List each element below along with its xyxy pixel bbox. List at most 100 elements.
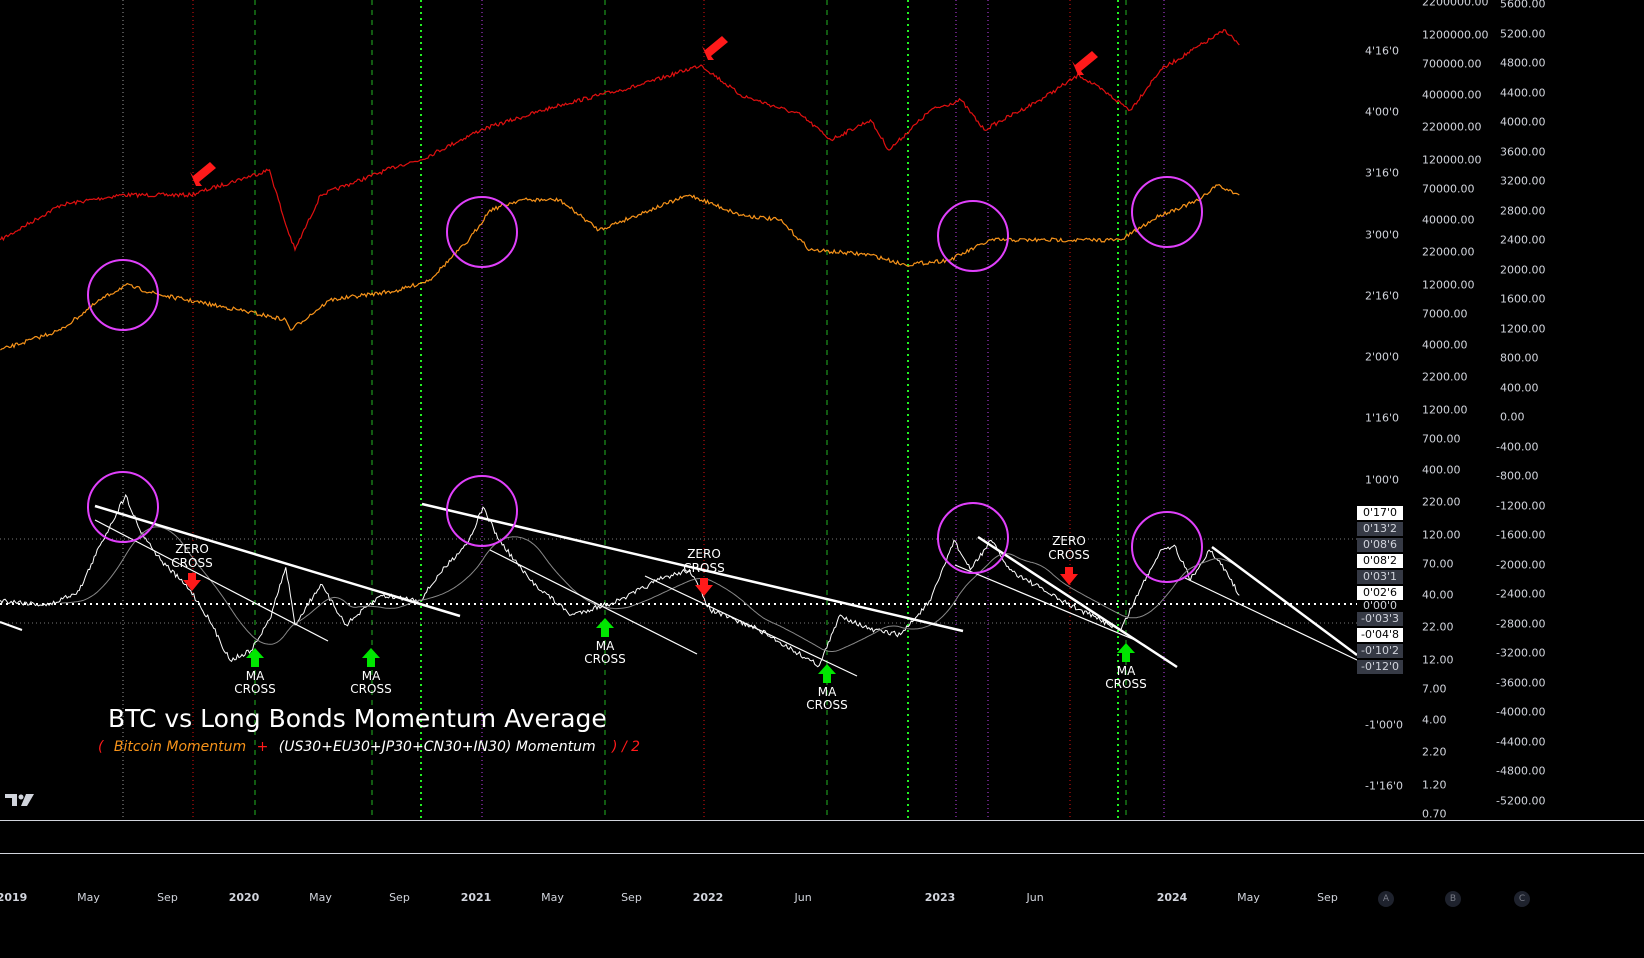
linear-axis-tick: 4000.00 [1500,115,1546,129]
highlight-circles [87,176,1203,583]
trendline[interactable] [0,621,23,631]
time-axis-tick: 2022 [692,891,724,904]
momentum-axis-tick: 3'00'0 [1365,228,1400,241]
ma-cross-label-line2: CROSS [350,682,391,696]
log-axis-tick: 7.00 [1422,682,1447,696]
highlight-circle[interactable] [446,196,518,268]
time-axis-tick: May [309,891,332,904]
ma-cross-label-line2: CROSS [234,682,275,696]
chart-canvas[interactable]: ZERO CROSS ZERO CROSS ZERO CROSS MA CROSS MA… [0,0,1357,820]
series-layer [0,29,1240,668]
trendline[interactable] [421,502,964,633]
log-axis-tick: 12000.00 [1422,278,1475,292]
linear-axis-tick: 4400.00 [1500,86,1546,99]
linear-axis-tick: -2800.00 [1496,617,1546,630]
trendline[interactable] [489,549,698,655]
linear-axis-tick: -4800.00 [1496,764,1546,778]
zero-cross-label-line1: ZERO [175,542,209,556]
ma-cross-marker: MA CROSS [584,618,626,666]
footer-button-c[interactable]: C [1514,891,1530,907]
log-axis-tick: 2.20 [1422,745,1447,759]
linear-axis-tick: -2400.00 [1496,587,1546,601]
momentum-axis-tick: -1'16'0 [1365,779,1404,793]
linear-axis-tick: -400.00 [1496,440,1539,453]
log-axis-tick: 7000.00 [1422,307,1468,321]
trendline[interactable] [94,504,461,618]
ma-cross-marker: MA CROSS [806,664,848,712]
log-axis-tick: 22.00 [1422,620,1454,634]
time-axis-tick: May [1237,891,1260,904]
arrow-down-left-icon [190,162,216,186]
highlight-circle[interactable] [1131,176,1203,248]
log-axis-tick: 70.00 [1422,557,1454,571]
footer-button-b[interactable]: B [1445,891,1461,907]
arrow-down-icon [1060,567,1078,585]
linear-axis-tick: 3200.00 [1500,174,1546,188]
time-axis-tick: May [77,891,100,904]
subtitle-close: ) / 2 [612,739,641,755]
log-axis-tick: 4.00 [1422,713,1447,727]
chart-subtitle: ( Bitcoin Momentum + (US30+EU30+JP30+CN3… [98,739,640,756]
highlight-circle[interactable] [446,475,518,547]
log-axis-tick: 2200000.00 [1422,0,1489,9]
arrow-up-icon [818,664,836,683]
series-line-2[interactable] [0,493,1240,668]
time-axis-tick: Jun [794,891,812,904]
pane-divider[interactable] [0,820,1644,821]
trendline[interactable] [1211,545,1357,657]
subtitle-plus: + [256,739,269,755]
log-axis-tick: 70000.00 [1422,182,1475,196]
logo-part [5,794,17,806]
highlight-circle[interactable] [937,502,1009,574]
zero-cross-label-line1: ZERO [1052,534,1086,548]
logo-part [18,794,24,800]
log-axis-tick: 0.70 [1422,807,1447,821]
time-axis-tick: 2021 [460,891,492,904]
log-axis-tick: 12.00 [1422,653,1454,667]
series-line-1[interactable] [0,184,1240,351]
series-line-0[interactable] [0,29,1240,252]
trendline[interactable] [1184,577,1357,661]
momentum-axis-tick: 4'16'0 [1365,44,1400,58]
highlight-circle[interactable] [87,259,159,331]
zero-cross-label-line2: CROSS [1048,548,1089,562]
price-tag: 0'13'2 [1357,522,1403,536]
trendline[interactable] [977,535,1178,669]
trendline[interactable] [644,575,858,677]
momentum-axis-tick: -1'00'0 [1365,718,1404,731]
trendline[interactable] [954,564,1136,641]
highlight-circle[interactable] [1131,511,1203,583]
pane-divider[interactable] [0,853,1644,854]
zero-cross-markers: ZERO CROSS ZERO CROSS ZERO CROSS [171,534,1090,596]
linear-axis-tick: -3200.00 [1496,646,1546,660]
linear-axis-tick: 1200.00 [1500,322,1546,335]
log-axis-tick: 120.00 [1422,528,1461,542]
highlight-circle[interactable] [937,200,1009,272]
zero-cross-marker: ZERO CROSS [171,542,213,591]
time-axis-tick: 2019 [0,891,28,904]
price-tag: 0'08'2 [1357,554,1403,568]
linear-axis-tick: 1600.00 [1500,292,1546,306]
price-tag: 0'03'1 [1357,570,1403,584]
linear-axis-tick: 5600.00 [1500,0,1546,11]
ma-cross-label: MA CROSS [806,685,847,712]
price-tag: -0'04'8 [1357,628,1403,642]
log-axis-tick: 220.00 [1422,495,1461,509]
linear-axis-tick: 2800.00 [1500,204,1546,217]
zero-cross-label: ZERO CROSS [171,542,212,570]
highlight-circle[interactable] [87,471,159,543]
log-axis-tick: 400.00 [1422,463,1461,477]
momentum-axis-tick: 3'16'0 [1365,166,1400,180]
linear-axis-tick: -3600.00 [1496,676,1546,689]
linear-axis-tick: -1600.00 [1496,528,1546,542]
log-axis-tick: 4000.00 [1422,338,1468,352]
linear-axis-tick: -2000.00 [1496,558,1546,571]
footer-button-a[interactable]: A [1378,891,1394,907]
log-axis-tick: 700000.00 [1422,57,1482,71]
log-axis-tick: 220000.00 [1422,120,1482,134]
price-tag: -0'12'0 [1357,660,1403,674]
moving-average-line[interactable] [61,526,1240,652]
arrow-down-left-icon [1072,51,1098,75]
trendline[interactable] [94,519,329,642]
zero-cross-label-line1: ZERO [687,547,721,561]
